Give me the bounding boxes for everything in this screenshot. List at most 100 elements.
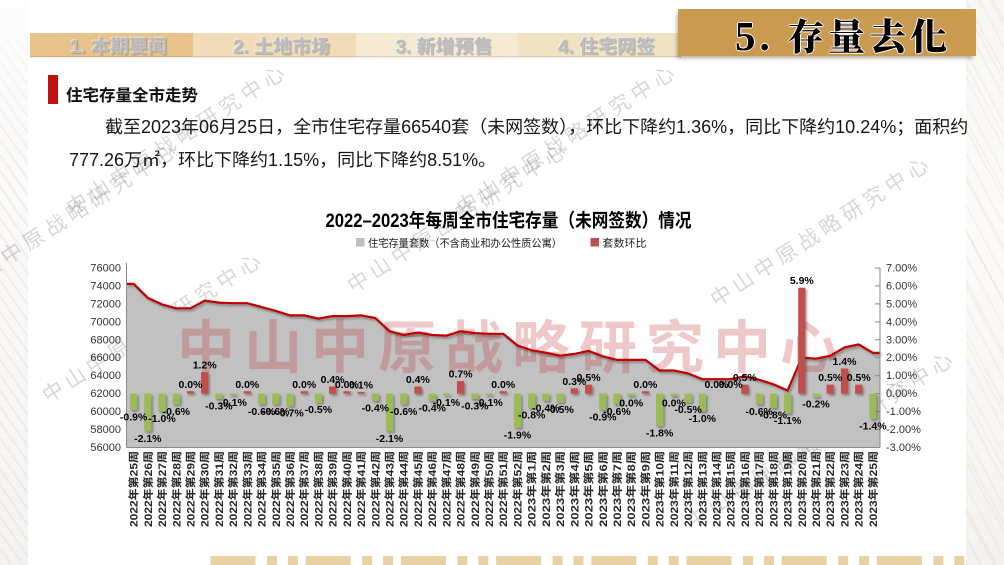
- svg-text:2023年第12周: 2023年第12周: [680, 451, 696, 527]
- svg-text:2022年第31周: 2022年第31周: [211, 451, 227, 527]
- svg-text:0.5%: 0.5%: [847, 372, 872, 384]
- svg-text:3.00%: 3.00%: [886, 334, 917, 346]
- svg-text:2022年第28周: 2022年第28周: [168, 451, 184, 527]
- svg-text:68000: 68000: [90, 334, 121, 346]
- svg-text:-1.0%: -1.0%: [148, 413, 176, 425]
- svg-text:6.00%: 6.00%: [886, 280, 917, 292]
- svg-text:2023年第5周: 2023年第5周: [581, 451, 597, 527]
- svg-text:-0.1%: -0.1%: [475, 397, 503, 409]
- svg-text:2022年第42周: 2022年第42周: [367, 451, 383, 527]
- svg-text:76000: 76000: [90, 263, 121, 275]
- svg-text:-0.5%: -0.5%: [305, 404, 333, 416]
- svg-text:-0.4%: -0.4%: [418, 402, 446, 414]
- svg-text:2023年第9周: 2023年第9周: [637, 451, 653, 527]
- svg-text:2022年第32周: 2022年第32周: [225, 451, 241, 527]
- svg-text:2023年第10周: 2023年第10周: [652, 451, 668, 527]
- svg-text:66000: 66000: [90, 352, 121, 364]
- svg-text:2022年第47周: 2022年第47周: [438, 451, 454, 527]
- svg-text:2022年第38周: 2022年第38周: [310, 451, 326, 527]
- svg-text:2023年第3周: 2023年第3周: [552, 451, 568, 527]
- svg-text:2023年第23周: 2023年第23周: [837, 451, 853, 527]
- svg-text:-3.00%: -3.00%: [886, 442, 921, 454]
- svg-text:2022年第37周: 2022年第37周: [296, 451, 312, 527]
- svg-text:2023年第25周: 2023年第25周: [865, 451, 881, 527]
- svg-text:0.5%: 0.5%: [577, 372, 602, 384]
- svg-text:-0.6%: -0.6%: [248, 406, 276, 418]
- svg-text:0.4%: 0.4%: [406, 374, 431, 386]
- svg-text:2023年第17周: 2023年第17周: [751, 451, 767, 527]
- svg-text:2022年第43周: 2022年第43周: [382, 451, 398, 527]
- svg-text:0.0%: 0.0%: [633, 379, 658, 391]
- svg-text:-1.0%: -1.0%: [689, 413, 717, 425]
- svg-text:0.5%: 0.5%: [733, 372, 758, 384]
- svg-text:0.3%: 0.3%: [562, 376, 587, 388]
- svg-text:2022年第45周: 2022年第45周: [410, 451, 426, 527]
- svg-text:-0.5%: -0.5%: [546, 404, 574, 416]
- svg-text:2023年第13周: 2023年第13周: [694, 451, 710, 527]
- svg-text:-0.7%: -0.7%: [276, 408, 304, 420]
- svg-text:56000: 56000: [90, 442, 121, 454]
- svg-text:2022年第41周: 2022年第41周: [353, 451, 369, 527]
- svg-text:-0.1%: -0.1%: [433, 397, 461, 409]
- svg-text:-1.8%: -1.8%: [646, 428, 674, 440]
- svg-text:4.00%: 4.00%: [886, 316, 917, 328]
- svg-text:2022年第40周: 2022年第40周: [339, 451, 355, 527]
- svg-text:-0.6%: -0.6%: [262, 406, 290, 418]
- svg-text:-0.2%: -0.2%: [802, 399, 830, 411]
- svg-text:2022年第29周: 2022年第29周: [183, 451, 199, 527]
- svg-text:1.00%: 1.00%: [886, 370, 917, 382]
- svg-text:0.5%: 0.5%: [818, 372, 843, 384]
- svg-text:2023年第1周: 2023年第1周: [524, 451, 540, 527]
- svg-text:-1.1%: -1.1%: [774, 415, 802, 427]
- svg-text:0.1%: 0.1%: [349, 379, 374, 391]
- svg-text:2022年第26周: 2022年第26周: [140, 451, 156, 527]
- svg-text:2023年第7周: 2023年第7周: [609, 451, 625, 527]
- svg-text:-0.8%: -0.8%: [760, 410, 788, 422]
- svg-text:0.00%: 0.00%: [886, 388, 917, 400]
- svg-text:0.0%: 0.0%: [491, 379, 516, 391]
- svg-text:2023年第6周: 2023年第6周: [595, 451, 611, 527]
- svg-text:2022年第52周: 2022年第52周: [510, 451, 526, 527]
- svg-text:-0.5%: -0.5%: [674, 404, 702, 416]
- svg-text:2023年第14周: 2023年第14周: [709, 451, 725, 527]
- svg-text:2023年第15周: 2023年第15周: [723, 451, 739, 527]
- svg-text:2022年第39周: 2022年第39周: [325, 451, 341, 527]
- svg-text:2022年第49周: 2022年第49周: [467, 451, 483, 527]
- svg-text:1.2%: 1.2%: [193, 360, 218, 372]
- svg-text:-2.00%: -2.00%: [886, 424, 921, 436]
- svg-text:7.00%: 7.00%: [886, 263, 917, 275]
- svg-text:-0.6%: -0.6%: [390, 406, 418, 418]
- svg-text:5.9%: 5.9%: [790, 275, 815, 287]
- svg-text:2023年第4周: 2023年第4周: [566, 451, 582, 527]
- svg-text:-2.1%: -2.1%: [376, 433, 404, 445]
- svg-text:0.0%: 0.0%: [335, 379, 360, 391]
- svg-text:2022–2023年每周全市住宅存量（未网签数）情况: 2022–2023年每周全市住宅存量（未网签数）情况: [326, 206, 692, 233]
- svg-text:0.0%: 0.0%: [705, 379, 730, 391]
- svg-text:2022年第51周: 2022年第51周: [495, 451, 511, 527]
- svg-text:0.0%: 0.0%: [235, 379, 260, 391]
- svg-text:2022年第34周: 2022年第34周: [254, 451, 270, 527]
- svg-text:2022年第35周: 2022年第35周: [268, 451, 284, 527]
- svg-text:70000: 70000: [90, 316, 121, 328]
- svg-text:-0.9%: -0.9%: [589, 411, 617, 423]
- svg-text:2022年第50周: 2022年第50周: [481, 451, 497, 527]
- svg-text:-2.1%: -2.1%: [134, 433, 162, 445]
- svg-text:-0.4%: -0.4%: [362, 402, 390, 414]
- svg-text:5.00%: 5.00%: [886, 298, 917, 310]
- svg-text:2023年第8周: 2023年第8周: [623, 451, 639, 527]
- svg-text:-0.4%: -0.4%: [532, 402, 560, 414]
- svg-text:-0.9%: -0.9%: [120, 411, 148, 423]
- svg-text:2023年第2周: 2023年第2周: [538, 451, 554, 527]
- svg-text:2022年第33周: 2022年第33周: [239, 451, 255, 527]
- svg-text:2023年第19周: 2023年第19周: [780, 451, 796, 527]
- svg-text:0.0%: 0.0%: [662, 398, 687, 410]
- svg-text:2023年第22周: 2023年第22周: [822, 451, 838, 527]
- svg-text:-0.6%: -0.6%: [603, 406, 631, 418]
- svg-text:-0.6%: -0.6%: [163, 406, 191, 418]
- svg-text:-0.3%: -0.3%: [461, 401, 489, 413]
- svg-text:58000: 58000: [90, 424, 121, 436]
- svg-text:2023年第11周: 2023年第11周: [666, 451, 682, 527]
- svg-text:2023年第21周: 2023年第21周: [808, 451, 824, 527]
- svg-text:62000: 62000: [90, 388, 121, 400]
- svg-text:2022年第44周: 2022年第44周: [396, 451, 412, 527]
